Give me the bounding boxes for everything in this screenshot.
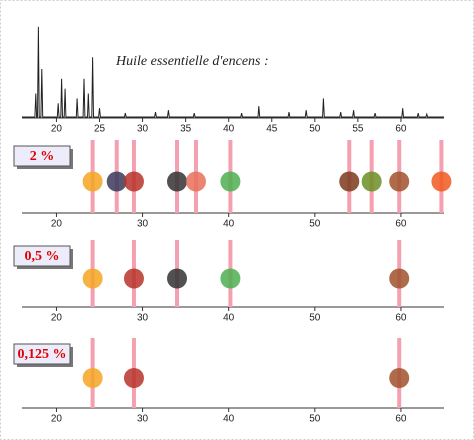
odor-icon [123,268,144,289]
odor-icon [361,171,382,192]
chart-title: Huile essentielle d'encens : [115,54,269,69]
x-tick-label: 20 [51,124,63,135]
x-tick-label: 40 [223,219,235,230]
odor-icon [123,368,144,388]
x-tick-label: 60 [395,219,407,230]
x-tick-label: 40 [223,313,235,324]
odor-icon [389,368,410,388]
odor-icon [389,171,410,192]
odor-icon [389,268,410,289]
x-tick-label: 30 [137,124,149,135]
x-tick-label: 35 [180,124,192,135]
odor-icon [220,171,241,192]
x-tick-label: 60 [395,414,407,425]
odor-icon [82,171,103,192]
x-tick-label: 60 [395,313,407,324]
chromatogram-line [22,26,444,118]
label-box [13,245,71,267]
odor-icon [123,171,144,192]
x-tick-label: 30 [137,414,149,425]
x-tick-label: 30 [137,313,149,324]
odor-icon [167,268,188,289]
odor-icon [431,171,452,192]
x-tick-label: 50 [309,414,321,425]
odor-icon [167,171,188,192]
odor-icon [220,268,241,289]
x-tick-label: 60 [395,124,407,135]
label-box [13,145,71,167]
concentration-label: 0,5 % [25,249,60,264]
x-tick-label: 30 [137,219,149,230]
x-tick-label: 40 [223,414,235,425]
odor-icon [106,171,127,192]
x-tick-label: 20 [51,313,63,324]
x-tick-label: 25 [94,124,106,135]
x-tick-label: 20 [51,414,63,425]
label-box [13,343,71,365]
x-tick-label: 50 [309,124,321,135]
odor-icon [82,368,103,388]
odor-icon [339,171,360,192]
x-tick-label: 40 [223,124,235,135]
odor-icon [185,171,206,192]
x-tick-label: 50 [309,219,321,230]
x-tick-label: 45 [266,124,278,135]
odor-icon [82,268,103,289]
x-tick-label: 55 [352,124,364,135]
x-tick-label: 20 [51,219,63,230]
concentration-label: 0,125 % [18,347,67,362]
concentration-label: 2 % [30,149,55,164]
x-tick-label: 50 [309,313,321,324]
